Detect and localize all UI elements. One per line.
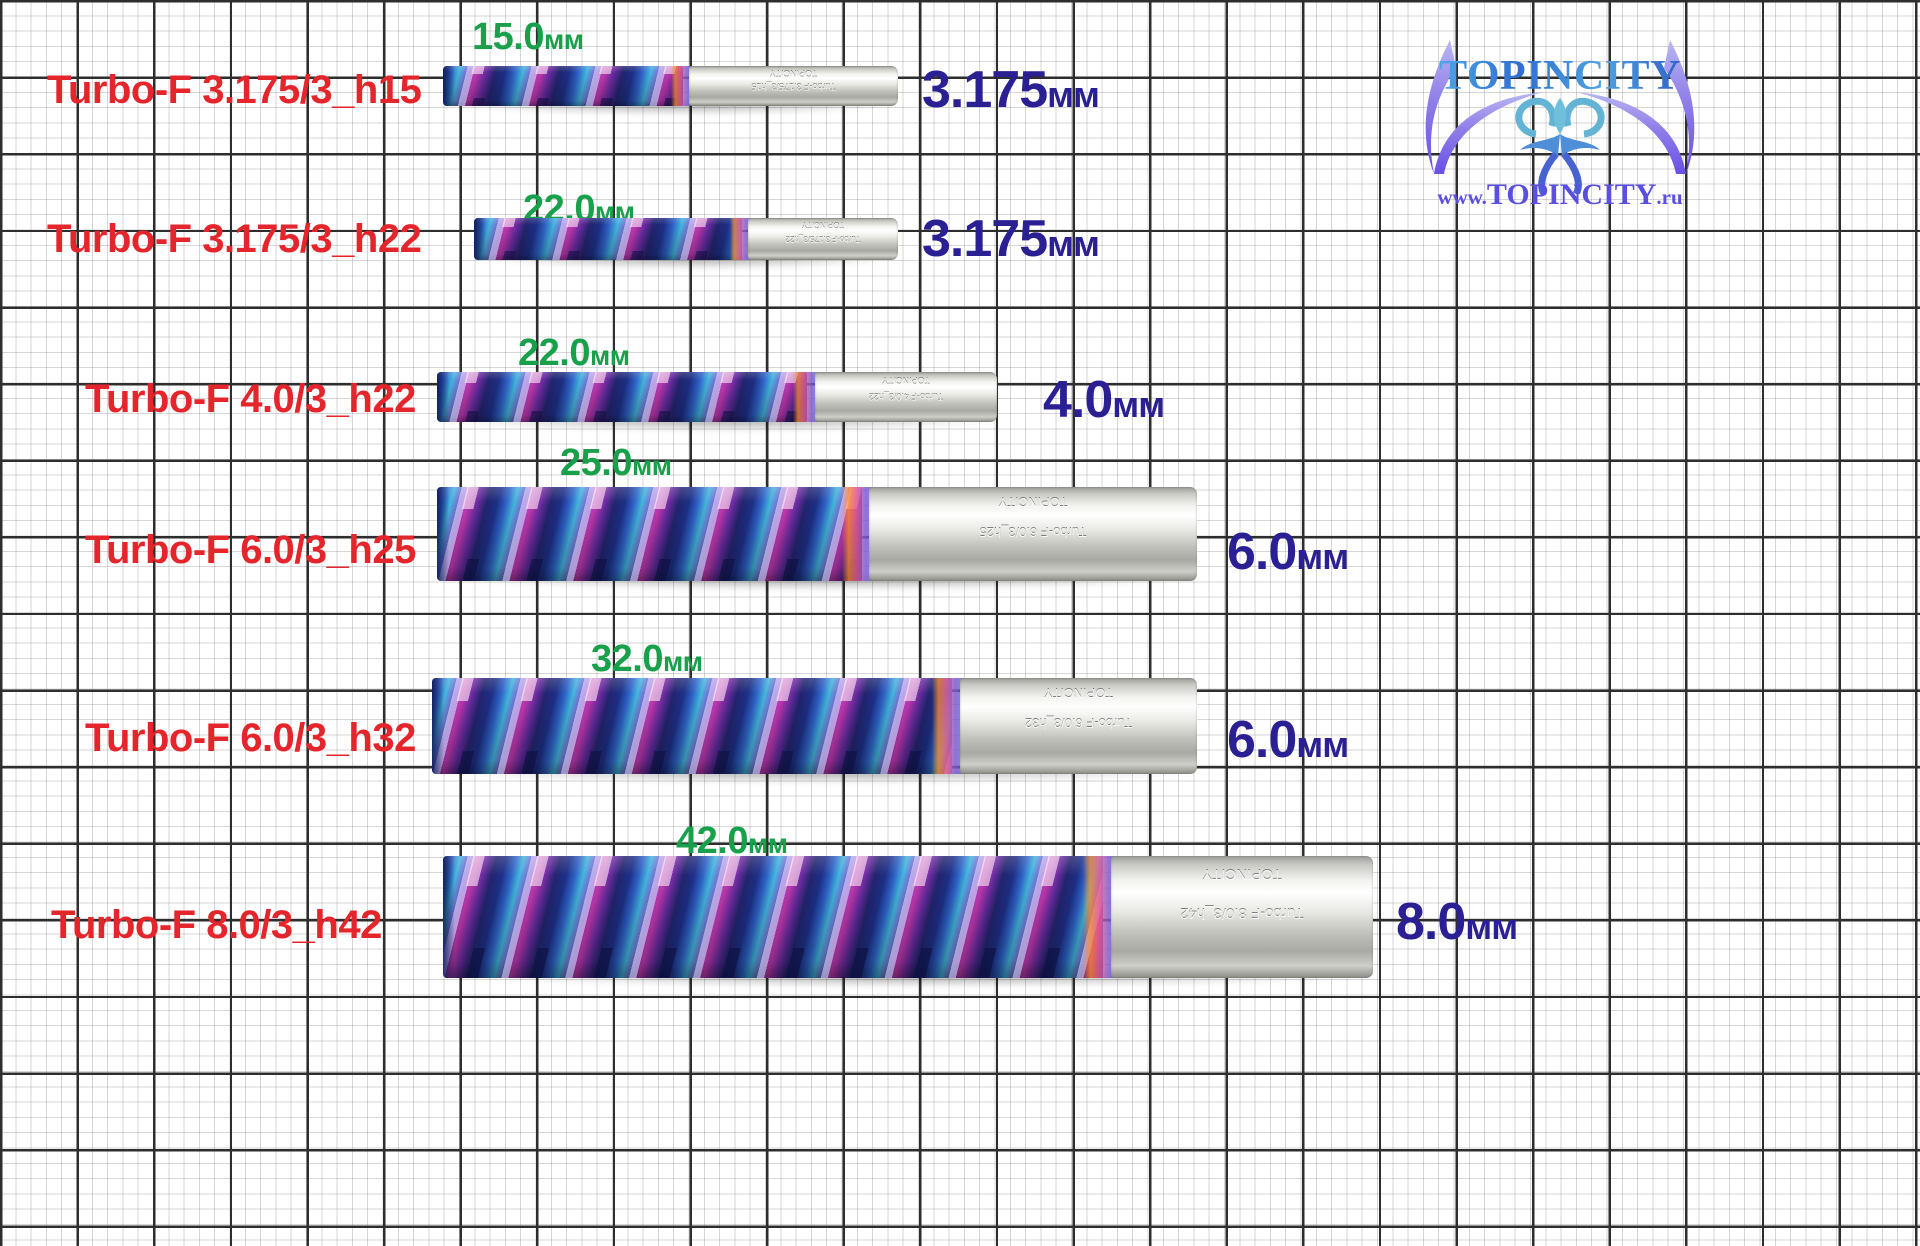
endmill-row-5: TOPINCITY Turbo-F 6.0/3_h32	[432, 678, 1201, 783]
model-name-row-3: Turbo-F 4.0/3_h22	[85, 377, 416, 421]
logo-url-suffix: .ru	[1656, 185, 1683, 209]
flute-section	[443, 66, 683, 106]
tooth-shadows-bottom	[432, 751, 952, 774]
cutting-tip	[474, 218, 486, 260]
shank-brand-engraving: TOPINCITY	[1043, 685, 1114, 701]
shank-brand-engraving: TOPINCITY	[1202, 865, 1282, 883]
model-name-row-2: Turbo-F 3.175/3_h22	[47, 217, 422, 261]
logo-url[interactable]: www.TOPINCITY.ru	[1437, 178, 1682, 212]
shank-model-engraving: Turbo-F 6.0/3_h32	[1024, 716, 1133, 732]
steel-shank: TOPINCITY Turbo-F 3.175/3_h22	[748, 218, 898, 260]
model-name-row-5: Turbo-F 6.0/3_h32	[85, 716, 416, 760]
diameter-label-row-2: 3.175мм	[922, 210, 1100, 268]
tooth-highlights-top	[437, 487, 862, 510]
diameter-label-row-4: 6.0мм	[1227, 523, 1349, 581]
length-label-row-4: 25.0мм	[560, 442, 672, 484]
logo-url-prefix: www.	[1437, 185, 1487, 209]
shank-model-engraving: Turbo-F 3.175/3_h15	[751, 82, 836, 92]
shank-model-engraving: Turbo-F 6.0/3_h25	[979, 524, 1087, 540]
topincity-logo[interactable]: TOPINCITY www.TOPINCITY.ru	[1330, 22, 1790, 211]
steel-shank: TOPINCITY Turbo-F 6.0/3_h32	[960, 678, 1197, 774]
length-label-row-3: 22.0мм	[518, 332, 630, 374]
logo-wings-icon	[1425, 40, 1695, 194]
tooth-highlights-top	[437, 372, 807, 383]
diameter-label-row-3: 4.0мм	[1043, 371, 1165, 429]
steel-shank: TOPINCITY Turbo-F 6.0/3_h25	[869, 487, 1197, 581]
tooth-highlights-top	[432, 678, 952, 701]
endmill-row-1: TOPINCITY Turbo-F 3.175/3_h15	[443, 66, 902, 115]
steel-shank: TOPINCITY Turbo-F 4.0/3_h22	[815, 372, 997, 422]
shank-brand-engraving: TOPINCITY	[801, 221, 845, 231]
tooth-shadows-bottom	[474, 251, 742, 260]
length-label-row-5: 32.0мм	[591, 638, 703, 680]
length-label-row-6: 42.0мм	[676, 820, 788, 862]
flute-section	[437, 487, 862, 581]
logo-url-main: TOPINCITY	[1486, 178, 1657, 211]
diameter-label-row-6: 8.0мм	[1396, 893, 1518, 951]
model-name-row-6: Turbo-F 8.0/3_h42	[51, 903, 382, 947]
cutting-tip	[443, 856, 455, 978]
tooth-shadows-bottom	[443, 97, 683, 106]
logo-wordmark: TOPINCITY	[1439, 53, 1681, 99]
steel-shank: TOPINCITY Turbo-F 3.175/3_h15	[689, 66, 898, 106]
diameter-label-row-1: 3.175мм	[922, 61, 1100, 119]
model-name-row-4: Turbo-F 6.0/3_h25	[85, 528, 416, 572]
tooth-shadows-bottom	[443, 948, 1103, 978]
flute-section	[437, 372, 807, 422]
model-name-row-1: Turbo-F 3.175/3_h15	[47, 68, 422, 112]
endmill-row-6: TOPINCITY Turbo-F 8.0/3_h42	[443, 856, 1377, 987]
length-label-row-1: 15.0мм	[472, 16, 584, 58]
diameter-label-row-5: 6.0мм	[1227, 711, 1349, 769]
shank-model-engraving: Turbo-F 3.175/3_h22	[785, 234, 861, 244]
tooth-highlights-top	[443, 856, 1103, 886]
tooth-shadows-bottom	[437, 558, 862, 581]
shank-brand-engraving: TOPINCITY	[998, 494, 1068, 510]
flute-section	[432, 678, 952, 774]
endmill-row-2: TOPINCITY Turbo-F 3.175/3_h22	[474, 218, 902, 269]
cutting-tip	[443, 66, 455, 106]
flute-section	[443, 856, 1103, 978]
shank-model-engraving: Turbo-F 8.0/3_h42	[1180, 904, 1304, 922]
tooth-highlights-top	[474, 218, 742, 227]
tooth-shadows-bottom	[437, 411, 807, 422]
cutting-tip	[437, 487, 449, 581]
tooth-highlights-top	[443, 66, 683, 75]
shank-brand-engraving: TOPINCITY	[882, 376, 930, 386]
endmill-row-3: TOPINCITY Turbo-F 4.0/3_h22	[437, 372, 1001, 431]
endmill-row-4: TOPINCITY Turbo-F 6.0/3_h25	[437, 487, 1201, 590]
cutting-tip	[432, 678, 444, 774]
steel-shank: TOPINCITY Turbo-F 8.0/3_h42	[1111, 856, 1373, 978]
cutting-tip	[437, 372, 449, 422]
shank-brand-engraving: TOPINCITY	[769, 69, 818, 80]
flute-section	[474, 218, 742, 260]
shank-model-engraving: Turbo-F 4.0/3_h22	[868, 392, 944, 402]
